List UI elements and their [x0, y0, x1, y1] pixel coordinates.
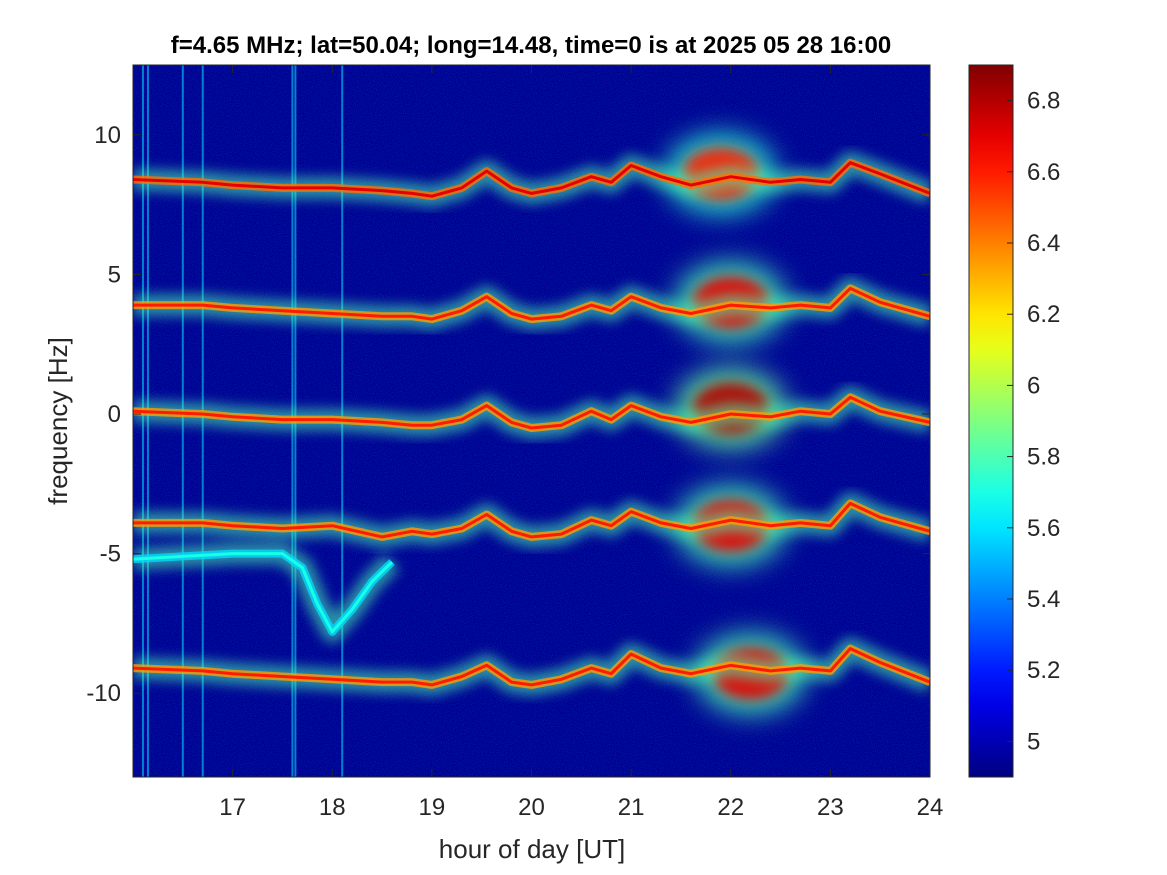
colorbar-tick-label: 5	[1027, 728, 1040, 755]
x-tick-label: 23	[817, 794, 844, 821]
colorbar-frame	[968, 64, 1014, 778]
spectrogram-image	[133, 65, 930, 777]
colorbar-ticks: 6.8 6.6 6.4 6.2 6 5.8 5.6 5.4 5.2 5	[1007, 88, 1060, 755]
colorbar: 6.8 6.6 6.4 6.2 6 5.8 5.6 5.4 5.2 5	[968, 64, 1060, 778]
trace-line	[133, 286, 930, 321]
y-axis-label: frequency [Hz]	[43, 337, 73, 505]
x-tick-label: 19	[419, 794, 446, 821]
x-tick-label: 21	[618, 794, 645, 821]
x-tick-label: 24	[917, 794, 944, 821]
colorbar-gradient	[969, 65, 1013, 777]
chart-title: f=4.65 MHz; lat=50.04; long=14.48, time=…	[171, 32, 891, 59]
trace-line	[133, 647, 930, 687]
x-tick-label: 20	[518, 794, 545, 821]
y-tick-label: -10	[86, 680, 121, 707]
trace-line	[133, 501, 930, 539]
x-tick-label: 18	[319, 794, 346, 821]
colorbar-tick-label: 5.6	[1027, 515, 1060, 542]
plot-area	[132, 64, 931, 778]
colorbar-tick-label: 6	[1027, 372, 1040, 399]
y-tick-label: 0	[108, 401, 121, 428]
colorbar-tick-label: 5.2	[1027, 657, 1060, 684]
x-tick-label: 22	[717, 794, 744, 821]
y-tick-label: 5	[108, 261, 121, 288]
colorbar-tick-label: 6.2	[1027, 301, 1060, 328]
x-tick-label: 17	[219, 794, 246, 821]
trace-line	[133, 395, 930, 430]
y-tick-label: 10	[94, 122, 121, 149]
colorbar-tick-label: 5.4	[1027, 586, 1060, 613]
y-axis: 10 5 0 -5 -10	[86, 122, 930, 707]
trace-line	[133, 161, 930, 198]
colorbar-tick-label: 6.6	[1027, 159, 1060, 186]
colorbar-tick-label: 6.4	[1027, 230, 1060, 257]
y-tick-label: -5	[100, 541, 121, 568]
x-axis: 17 18 19 20 21 22 23 24	[219, 65, 943, 821]
colorbar-tick-label: 5.8	[1027, 444, 1060, 471]
trace-line	[133, 552, 394, 634]
colorbar-tick-label: 6.8	[1027, 88, 1060, 115]
x-axis-label: hour of day [UT]	[439, 834, 625, 864]
